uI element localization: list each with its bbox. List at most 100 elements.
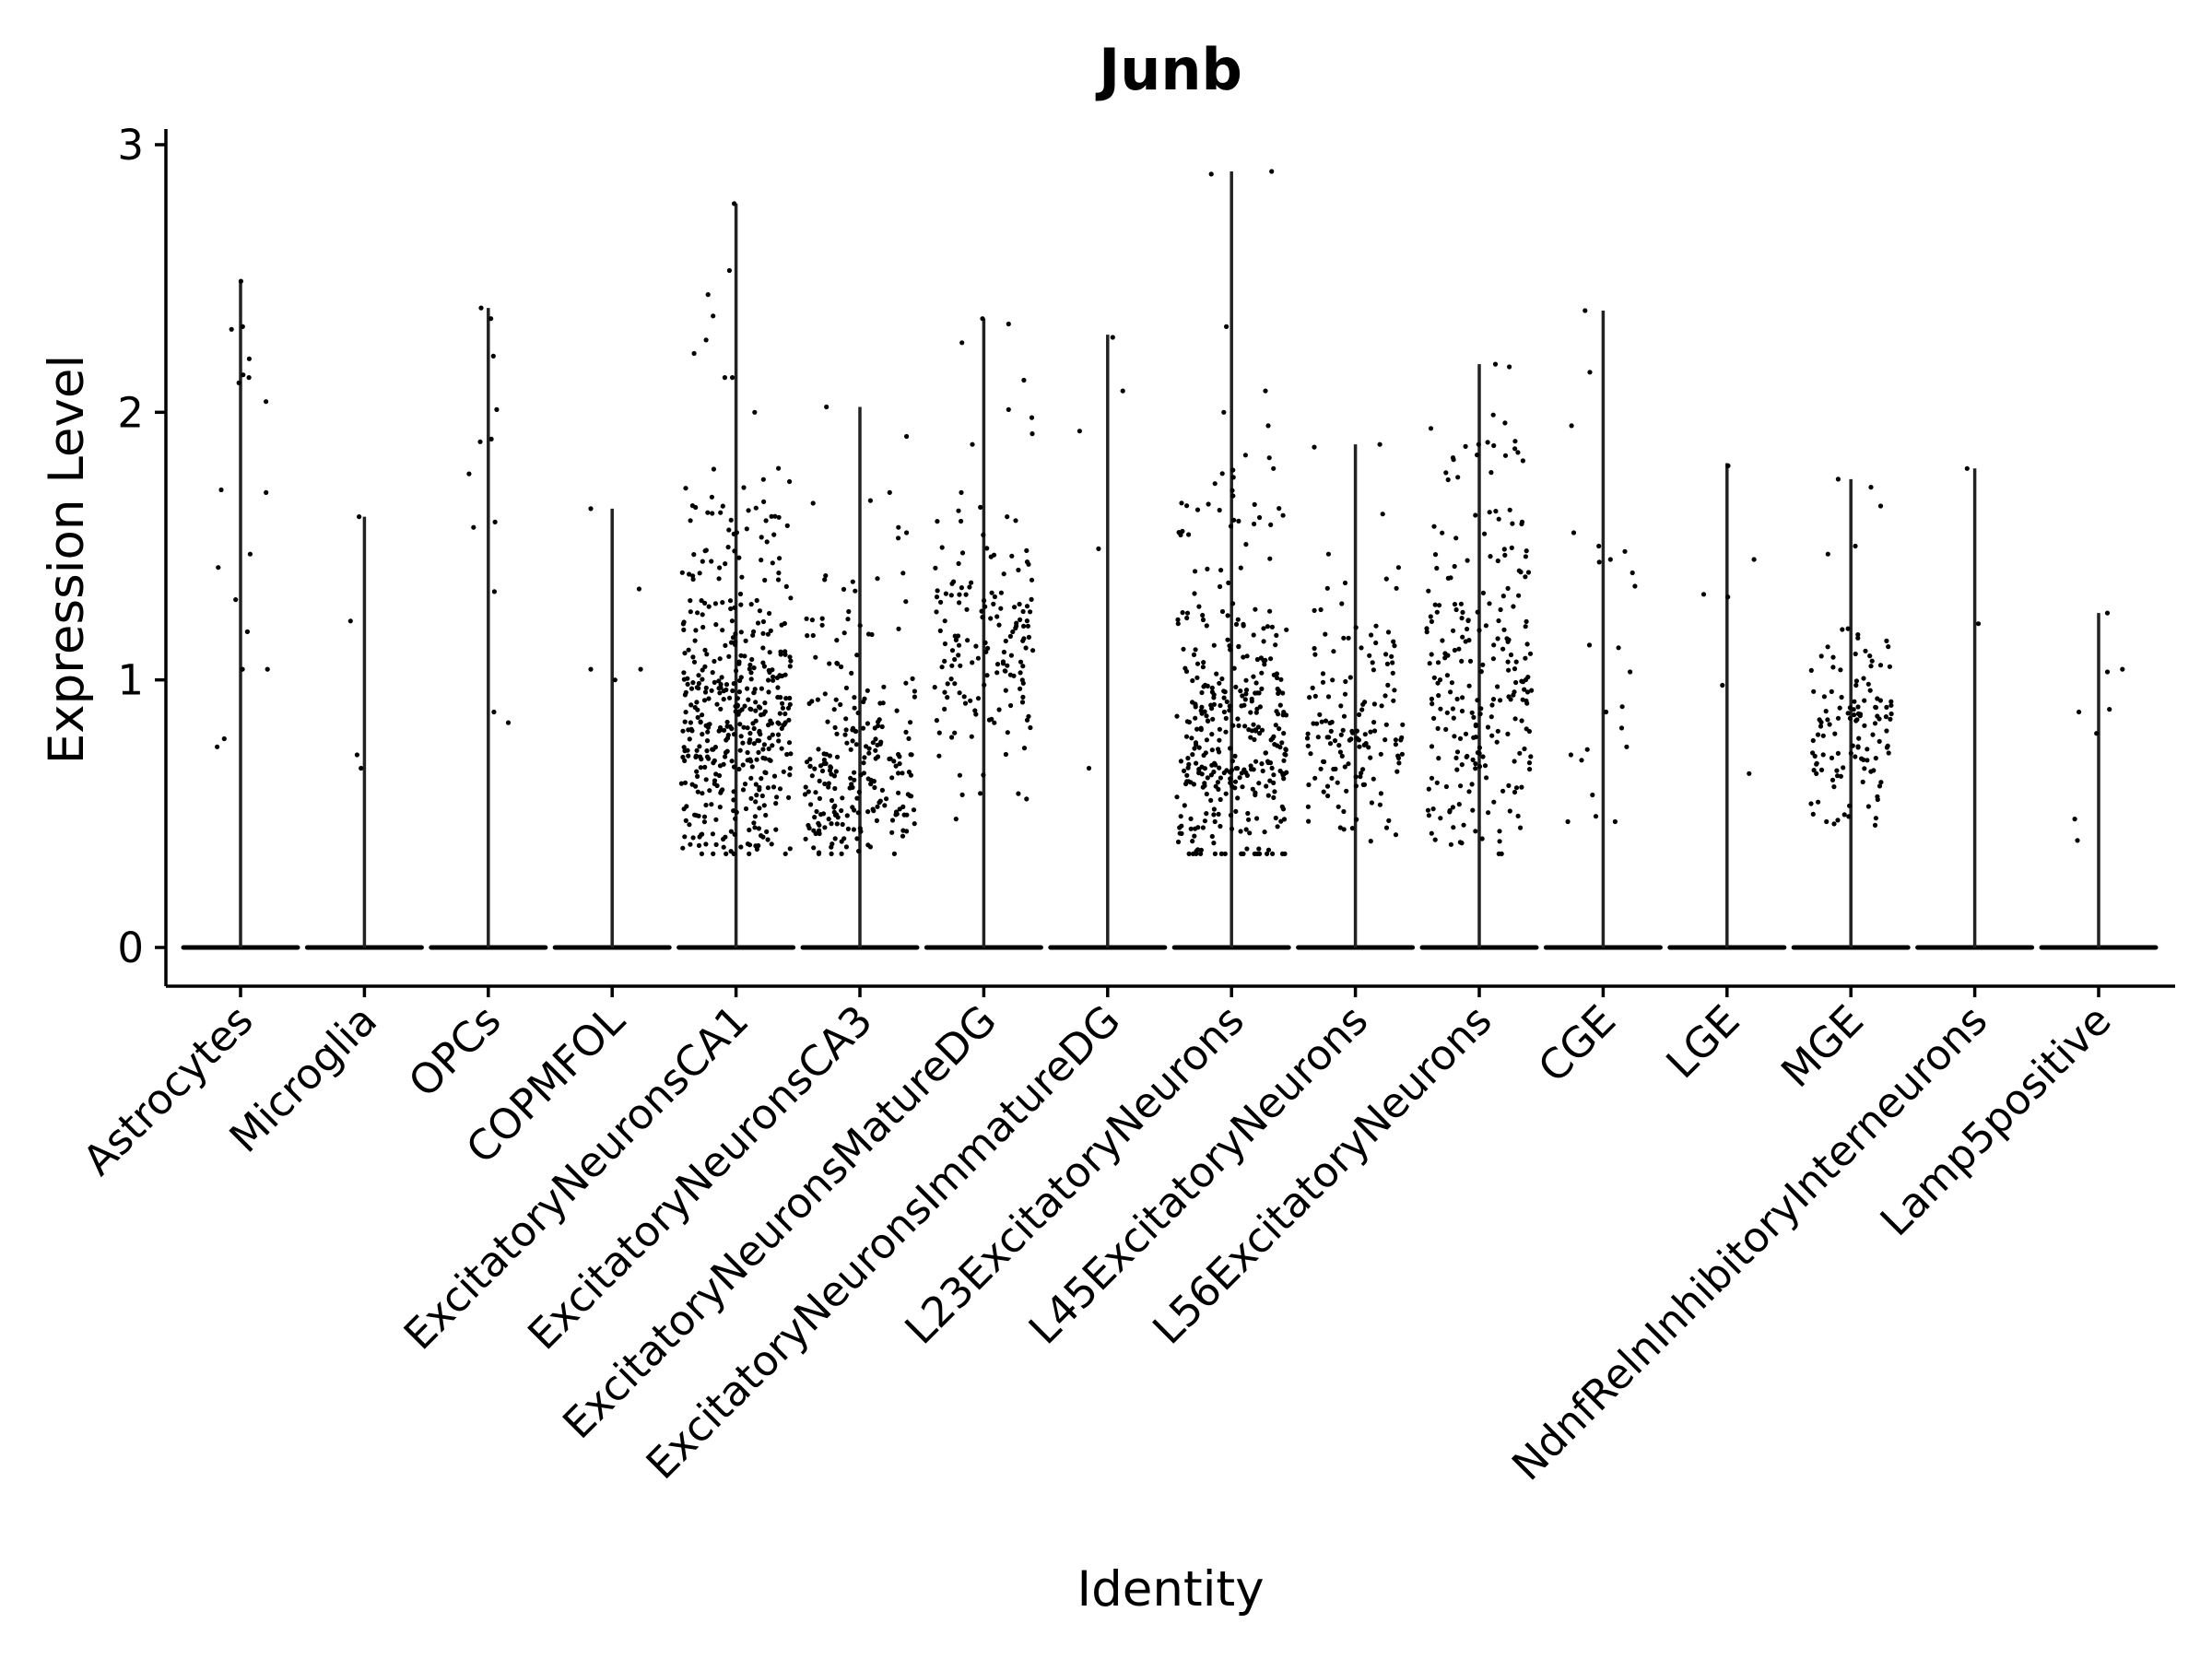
data-point: [1432, 602, 1438, 607]
data-point: [1477, 750, 1482, 757]
data-point: [1348, 736, 1354, 742]
data-point: [1520, 697, 1525, 702]
data-point: [1357, 712, 1362, 718]
data-point: [841, 836, 847, 841]
data-point: [1193, 715, 1198, 721]
data-point: [1257, 731, 1263, 736]
data-point: [811, 828, 817, 833]
data-point: [691, 659, 698, 665]
data-point: [1424, 626, 1430, 631]
data-point: [1393, 832, 1399, 838]
data-point: [805, 633, 810, 639]
data-point: [1280, 512, 1286, 518]
data-point: [1437, 677, 1443, 683]
violin-group: [1915, 465, 2035, 950]
data-point: [1885, 743, 1890, 749]
data-point: [1517, 750, 1523, 756]
data-point: [1452, 602, 1458, 607]
data-point: [1630, 570, 1635, 576]
data-point: [1017, 601, 1022, 607]
data-point: [784, 751, 790, 758]
data-point: [1222, 851, 1228, 857]
data-point: [1449, 680, 1454, 686]
data-point: [1390, 660, 1395, 665]
data-point: [779, 746, 784, 751]
violin-group: [1171, 169, 1291, 950]
data-point: [1221, 688, 1227, 694]
data-point: [1273, 815, 1278, 821]
data-point: [777, 673, 782, 678]
data-point: [1513, 659, 1519, 665]
data-point: [1020, 680, 1026, 686]
data-point: [1210, 716, 1216, 722]
data-point: [1326, 735, 1332, 740]
data-point: [1359, 645, 1364, 651]
data-point: [1211, 812, 1217, 818]
data-point: [808, 802, 814, 807]
data-point: [687, 736, 692, 742]
data-point: [689, 503, 696, 509]
data-point: [1571, 530, 1577, 535]
data-point: [1193, 701, 1198, 707]
data-point: [768, 758, 773, 763]
data-point: [768, 628, 773, 634]
data-point: [1243, 770, 1249, 776]
data-point: [700, 732, 705, 737]
data-point: [1175, 621, 1181, 627]
data-point: [1336, 743, 1342, 748]
data-point: [1453, 535, 1459, 541]
data-point: [1188, 826, 1194, 831]
data-point: [1228, 812, 1234, 818]
data-point: [832, 785, 838, 792]
data-point: [1253, 728, 1259, 734]
data-point: [778, 652, 783, 657]
data-point: [998, 606, 1004, 611]
data-point: [1369, 800, 1374, 806]
data-point: [1257, 514, 1263, 521]
data-point: [1240, 693, 1245, 699]
data-point: [1607, 557, 1613, 562]
data-point: [734, 809, 739, 815]
data-point: [1254, 816, 1260, 821]
data-point: [683, 486, 688, 491]
data-point: [1209, 833, 1215, 840]
data-point: [1425, 807, 1430, 813]
data-point: [1332, 738, 1338, 744]
data-point: [1214, 671, 1219, 677]
data-point: [817, 778, 822, 784]
data-point: [1488, 554, 1493, 559]
data-point: [719, 788, 724, 794]
data-point: [1307, 695, 1312, 700]
data-point: [1429, 744, 1435, 749]
data-point: [760, 630, 766, 636]
data-point: [784, 523, 790, 529]
data-point: [761, 664, 768, 669]
data-point: [1888, 699, 1894, 704]
data-point: [1469, 782, 1475, 787]
data-point: [969, 580, 974, 585]
data-point: [841, 630, 847, 636]
data-point: [938, 599, 944, 606]
data-point: [1006, 321, 1011, 327]
data-point: [1451, 628, 1456, 633]
data-point: [1184, 503, 1190, 509]
data-point: [688, 686, 695, 691]
data-point: [359, 765, 364, 771]
data-point: [771, 784, 777, 790]
data-point: [1205, 566, 1210, 572]
data-point: [492, 519, 498, 525]
data-point: [1845, 626, 1851, 631]
data-point: [1496, 851, 1501, 857]
data-point: [1378, 791, 1383, 796]
data-point: [982, 598, 987, 604]
data-point: [1495, 558, 1500, 564]
data-point: [748, 775, 754, 782]
data-point: [1018, 670, 1023, 676]
data-point: [1001, 571, 1006, 577]
data-point: [1252, 501, 1257, 508]
data-point: [244, 629, 250, 635]
data-point: [738, 629, 744, 635]
data-point: [1209, 685, 1215, 691]
data-point: [739, 574, 745, 580]
data-point: [1467, 658, 1474, 665]
